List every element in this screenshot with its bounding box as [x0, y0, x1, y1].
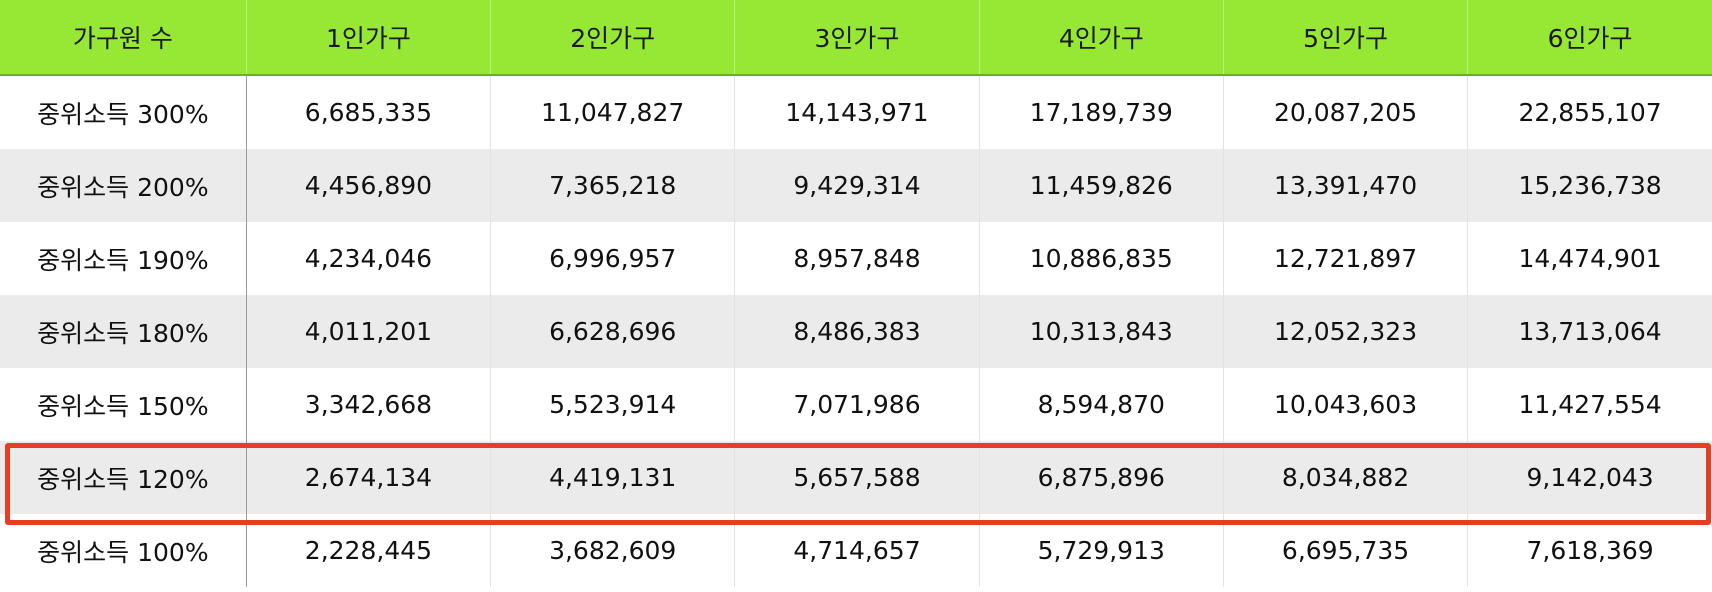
row-label: 중위소득 200% — [0, 149, 247, 222]
header-2-person: 2인가구 — [490, 0, 736, 76]
table-row: 중위소득 100% 2,228,445 3,682,609 4,714,657 … — [0, 514, 1712, 587]
table-cell: 11,047,827 — [490, 75, 736, 149]
table-cell: 4,419,131 — [490, 441, 736, 514]
row-label: 중위소득 100% — [0, 514, 247, 587]
table-cell: 4,456,890 — [246, 149, 492, 222]
table-row: 중위소득 200% 4,456,890 7,365,218 9,429,314 … — [0, 149, 1712, 222]
table-cell: 11,459,826 — [979, 149, 1224, 222]
header-row: 가구원 수 1인가구 2인가구 3인가구 4인가구 5인가구 6인가구 — [0, 0, 1712, 76]
header-1-person: 1인가구 — [246, 0, 492, 76]
table-cell: 2,228,445 — [246, 514, 492, 587]
row-label: 중위소득 180% — [0, 295, 247, 368]
table-cell: 14,474,901 — [1467, 222, 1712, 295]
table-cell: 8,034,882 — [1223, 441, 1469, 514]
table-cell: 22,855,107 — [1467, 75, 1712, 149]
table-cell: 5,657,588 — [734, 441, 980, 514]
header-6-person: 6인가구 — [1467, 0, 1712, 76]
table-cell: 8,486,383 — [734, 295, 980, 368]
table-cell: 15,236,738 — [1467, 149, 1712, 222]
table-row: 중위소득 150% 3,342,668 5,523,914 7,071,986 … — [0, 368, 1712, 441]
table-cell: 10,043,603 — [1223, 368, 1469, 441]
table-cell: 6,628,696 — [490, 295, 736, 368]
table-cell: 10,886,835 — [979, 222, 1224, 295]
table-row: 중위소득 190% 4,234,046 6,996,957 8,957,848 … — [0, 222, 1712, 295]
header-4-person: 4인가구 — [979, 0, 1224, 76]
table-cell: 6,685,335 — [246, 75, 492, 149]
table-cell: 8,594,870 — [979, 368, 1224, 441]
row-label: 중위소득 300% — [0, 75, 247, 149]
table-cell: 7,365,218 — [490, 149, 736, 222]
table-cell: 8,957,848 — [734, 222, 980, 295]
table-cell: 9,429,314 — [734, 149, 980, 222]
table-header: 가구원 수 1인가구 2인가구 3인가구 4인가구 5인가구 6인가구 — [0, 0, 1712, 76]
table-cell: 13,391,470 — [1223, 149, 1469, 222]
table-row: 중위소득 300% 6,685,335 11,047,827 14,143,97… — [0, 75, 1712, 149]
table-cell: 12,721,897 — [1223, 222, 1469, 295]
table-cell: 13,713,064 — [1467, 295, 1712, 368]
header-3-person: 3인가구 — [734, 0, 980, 76]
table-body: 중위소득 300% 6,685,335 11,047,827 14,143,97… — [0, 75, 1712, 587]
table-cell: 17,189,739 — [979, 75, 1224, 149]
table-row-highlighted: 중위소득 120% 2,674,134 4,419,131 5,657,588 … — [0, 441, 1712, 514]
table-cell: 7,618,369 — [1467, 514, 1712, 587]
table-cell: 10,313,843 — [979, 295, 1224, 368]
table-cell: 3,682,609 — [490, 514, 736, 587]
table-cell: 20,087,205 — [1223, 75, 1469, 149]
table-cell: 11,427,554 — [1467, 368, 1712, 441]
row-label: 중위소득 190% — [0, 222, 247, 295]
row-label: 중위소득 120% — [0, 441, 247, 514]
table-cell: 5,523,914 — [490, 368, 736, 441]
table-cell: 4,011,201 — [246, 295, 492, 368]
table-cell: 14,143,971 — [734, 75, 980, 149]
row-label: 중위소득 150% — [0, 368, 247, 441]
table-cell: 6,695,735 — [1223, 514, 1469, 587]
table-cell: 6,996,957 — [490, 222, 736, 295]
header-household-size: 가구원 수 — [0, 0, 247, 76]
table-cell: 2,674,134 — [246, 441, 492, 514]
table-cell: 6,875,896 — [979, 441, 1224, 514]
header-5-person: 5인가구 — [1223, 0, 1469, 76]
table-cell: 4,234,046 — [246, 222, 492, 295]
table-cell: 9,142,043 — [1467, 441, 1712, 514]
table-row: 중위소득 180% 4,011,201 6,628,696 8,486,383 … — [0, 295, 1712, 368]
table-cell: 3,342,668 — [246, 368, 492, 441]
table-cell: 5,729,913 — [979, 514, 1224, 587]
table-cell: 12,052,323 — [1223, 295, 1469, 368]
table-cell: 7,071,986 — [734, 368, 980, 441]
table-cell: 4,714,657 — [734, 514, 980, 587]
